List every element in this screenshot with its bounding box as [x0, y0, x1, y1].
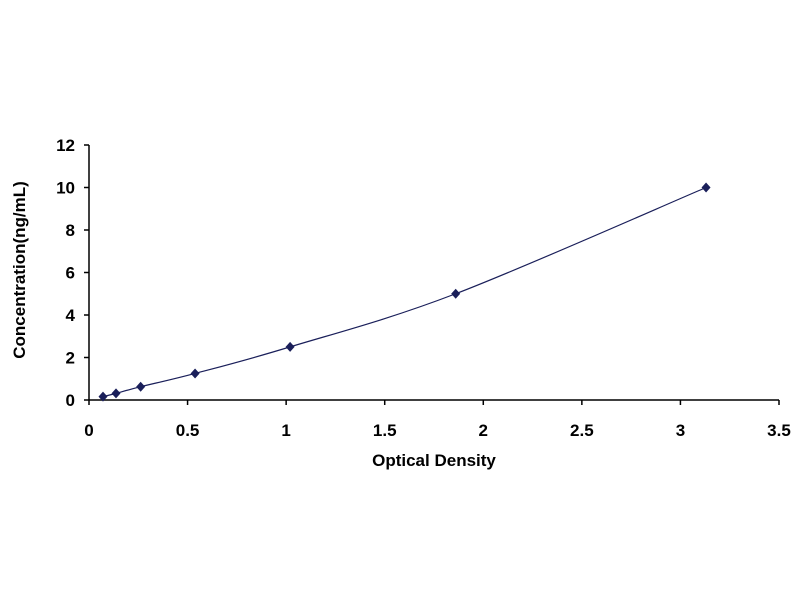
y-tick-label: 2: [66, 349, 75, 368]
data-point-marker: [111, 388, 121, 399]
x-tick-label: 2.5: [570, 421, 594, 440]
y-tick-label: 0: [66, 391, 75, 410]
y-tick-label: 10: [56, 179, 75, 198]
y-tick-label: 8: [66, 221, 75, 240]
axes: [88, 145, 779, 401]
x-tick-label: 3.5: [767, 421, 791, 440]
y-tick-label: 4: [66, 306, 76, 325]
y-ticks: 0 2 4 6 8 10 12: [56, 136, 89, 410]
fit-curve: [102, 186, 707, 398]
x-axis-label: Optical Density: [372, 451, 496, 470]
x-ticks: 0 0.5 1 1.5 2 2.5 3 3.5: [84, 400, 791, 440]
x-tick-label: 1.5: [373, 421, 397, 440]
x-tick-label: 2: [479, 421, 488, 440]
y-tick-label: 12: [56, 136, 75, 155]
x-tick-label: 3: [676, 421, 685, 440]
x-tick-label: 1: [281, 421, 290, 440]
x-tick-label: 0.5: [176, 421, 200, 440]
x-tick-label: 0: [84, 421, 93, 440]
y-tick-label: 6: [66, 264, 75, 283]
data-points: [98, 182, 711, 402]
data-point-marker: [701, 182, 711, 193]
data-point-marker: [190, 368, 200, 379]
data-point-marker: [285, 341, 295, 352]
data-point-marker: [136, 381, 146, 392]
data-point-marker: [451, 288, 461, 299]
data-point-marker: [98, 391, 108, 402]
y-axis-label: Concentration(ng/mL): [10, 181, 29, 359]
